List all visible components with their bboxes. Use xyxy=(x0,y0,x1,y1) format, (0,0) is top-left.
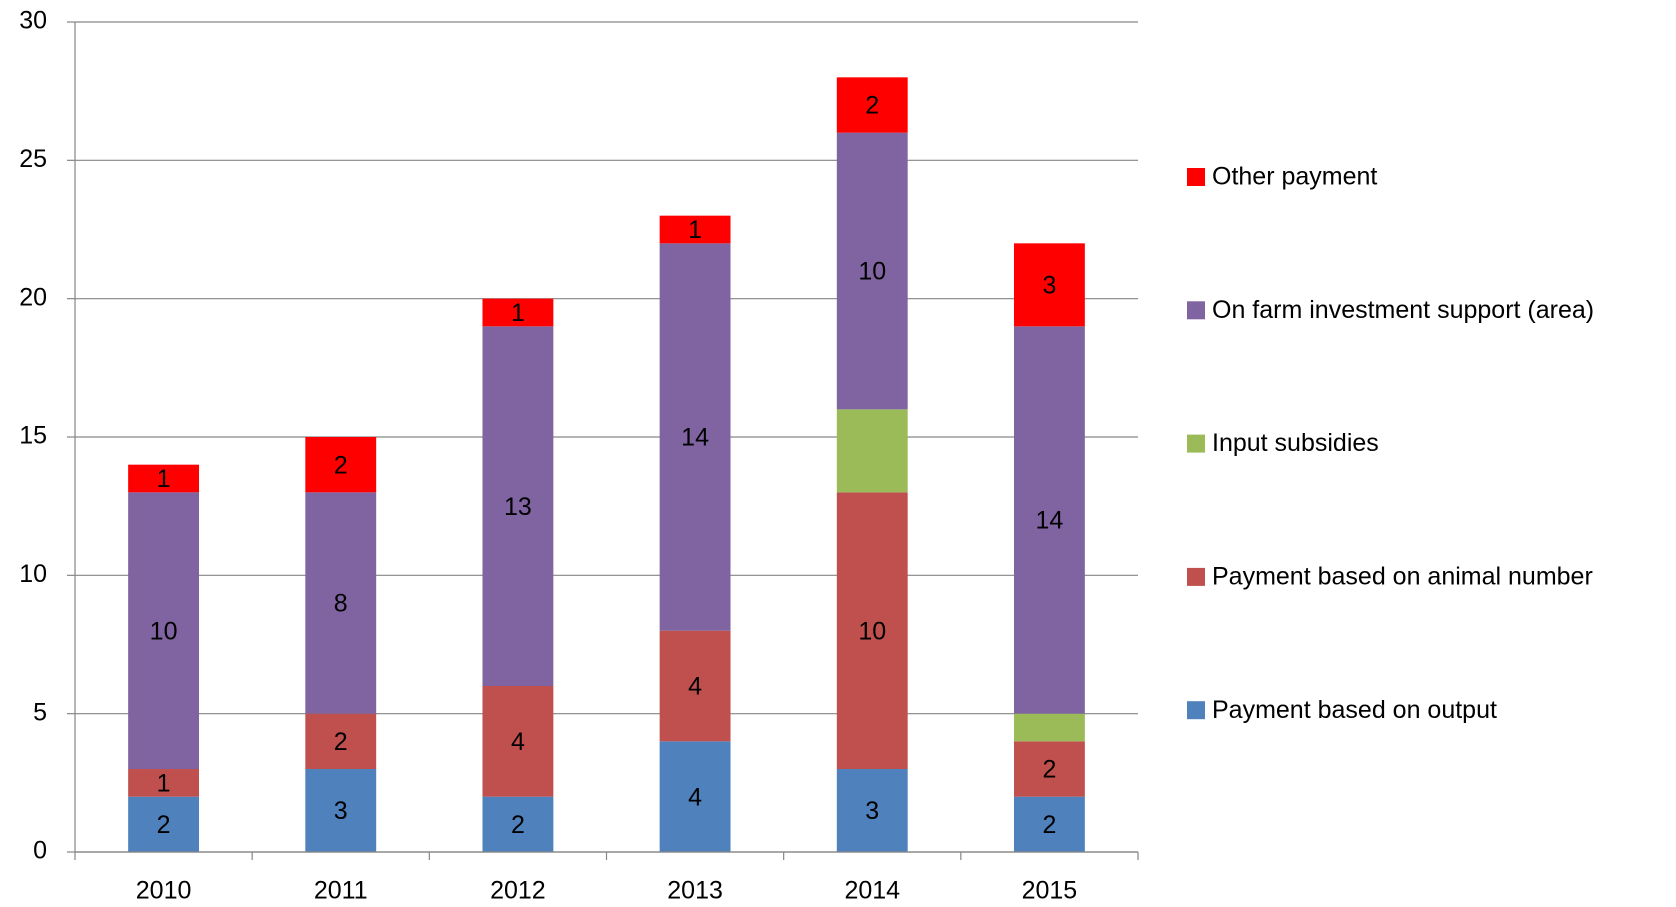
bar-segment xyxy=(305,437,377,493)
data-label: 14 xyxy=(681,424,709,452)
legend-label: Input subsidies xyxy=(1212,429,1379,457)
bar-segment xyxy=(305,492,377,714)
bar-segment xyxy=(836,132,908,410)
data-label: 2 xyxy=(865,92,879,120)
legend-swatch xyxy=(1187,567,1205,586)
bar-segment xyxy=(1013,796,1085,852)
data-label: 3 xyxy=(865,797,879,825)
data-label: 1 xyxy=(157,465,171,493)
bar-segment xyxy=(305,713,377,769)
data-label: 4 xyxy=(511,728,525,756)
data-label: 4 xyxy=(688,783,702,811)
bar-segment xyxy=(482,796,554,852)
data-label: 1 xyxy=(688,216,702,244)
x-tick-label: 2011 xyxy=(314,877,368,905)
legend-label: On farm investment support (area) xyxy=(1212,296,1594,324)
y-tick-label: 0 xyxy=(33,837,47,865)
data-label: 2 xyxy=(334,728,348,756)
y-tick-label: 30 xyxy=(19,7,47,35)
bar-segment xyxy=(482,686,554,797)
legend-swatch xyxy=(1187,168,1205,186)
bar-segment xyxy=(482,326,554,686)
data-label: 2 xyxy=(1042,756,1056,784)
bar-segment xyxy=(659,630,731,742)
data-label: 3 xyxy=(1042,271,1056,299)
data-label: 8 xyxy=(334,590,348,618)
bar-segment xyxy=(659,215,731,244)
legend-swatch xyxy=(1187,301,1205,320)
legend-label: Payment based on output xyxy=(1212,696,1497,724)
x-tick-label: 2014 xyxy=(844,877,900,905)
bar-segment xyxy=(1013,326,1085,714)
bar-segment xyxy=(659,243,731,631)
data-label: 13 xyxy=(504,493,532,521)
data-label: 2 xyxy=(334,451,348,479)
bar-segment xyxy=(836,492,908,769)
x-tick-label: 2010 xyxy=(136,877,192,905)
data-label: 1 xyxy=(157,769,171,797)
data-label: 3 xyxy=(334,797,348,825)
bar-segment xyxy=(128,769,200,797)
y-tick-label: 20 xyxy=(19,283,47,311)
bar-segment xyxy=(836,409,908,493)
legend-label: Payment based on animal number xyxy=(1212,563,1593,591)
y-tick-label: 5 xyxy=(33,698,47,726)
data-label: 2 xyxy=(157,811,171,839)
bar-segment xyxy=(305,769,377,852)
bar-segment xyxy=(836,77,908,133)
data-label: 2 xyxy=(511,811,525,839)
bar-segment xyxy=(128,796,200,852)
data-label: 1 xyxy=(511,299,525,327)
bar-segment xyxy=(659,741,731,852)
x-tick-label: 2013 xyxy=(667,877,723,905)
legend-swatch xyxy=(1187,434,1205,453)
y-tick-label: 10 xyxy=(19,560,47,588)
bar-segment xyxy=(128,492,200,769)
data-label: 14 xyxy=(1036,507,1064,535)
bar-segment xyxy=(1013,741,1085,797)
bar-segment xyxy=(128,464,200,493)
data-label: 4 xyxy=(688,673,702,701)
legend-swatch xyxy=(1187,701,1205,720)
x-tick-label: 2015 xyxy=(1022,877,1078,905)
y-tick-label: 15 xyxy=(19,422,47,450)
x-tick-label: 2012 xyxy=(490,877,546,905)
data-label: 2 xyxy=(1042,811,1056,839)
data-label: 10 xyxy=(150,617,178,645)
legend-label: Other payment xyxy=(1212,163,1377,191)
data-label: 10 xyxy=(858,617,886,645)
bar-segment xyxy=(1013,713,1085,742)
data-label: 10 xyxy=(858,258,886,286)
bar-segment xyxy=(836,769,908,852)
y-tick-label: 25 xyxy=(19,145,47,173)
bar-segment xyxy=(1013,243,1085,327)
bar-segment xyxy=(482,298,554,327)
